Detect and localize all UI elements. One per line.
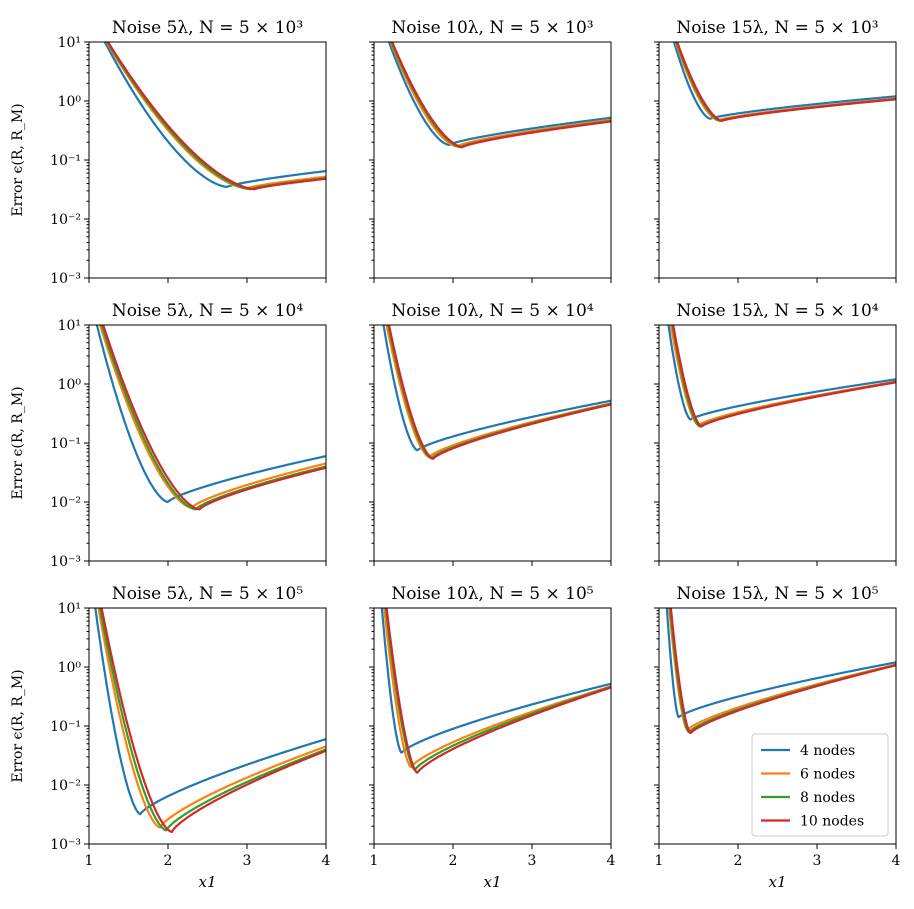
series-group [94,608,326,834]
x-tick-label: 2 [734,853,743,869]
axes-frame [373,41,612,279]
y-axis-label: Error ϵ(R, R_M) [10,103,26,216]
panel-title: Noise 15λ, N = 5 × 10³ [676,18,878,38]
y-tick-label: 10⁻¹ [50,153,81,169]
series-line-4-nodes [95,325,326,504]
series-line-8-nodes [98,608,326,832]
series-line-10-nodes [385,608,611,774]
axes-frame [658,41,897,279]
y-tick-label: 10⁰ [58,660,82,676]
y-tick-label: 10⁰ [58,94,82,110]
y-tick-label: 10¹ [58,35,81,51]
series-line-4-nodes [667,325,896,421]
series-line-4-nodes [665,608,896,719]
panel-title: Noise 10λ, N = 5 × 10³ [391,18,593,38]
panel-5: Noise 10λ, N = 5 × 10⁴ [369,301,612,566]
legend-entry: 6 nodes [800,767,855,783]
series-group [380,608,611,774]
panel-title: Noise 15λ, N = 5 × 10⁴ [676,301,878,321]
panel-7: Noise 5λ, N = 5 × 10⁵ 10⁻³ 10⁻² 10⁻¹ 10⁰ 10¹ 1… [10,584,331,891]
series-group [667,325,896,428]
series-line-4-nodes [672,42,896,120]
panel-title: Noise 10λ, N = 5 × 10⁴ [391,301,593,321]
series-group [665,608,896,735]
y-tick-label: 10¹ [58,318,81,334]
series-line-6-nodes [98,325,326,509]
x-tick-label: 4 [892,853,901,869]
legend-entry: 8 nodes [800,790,855,806]
panel-3: Noise 15λ, N = 5 × 10³ [654,18,897,283]
y-tick-label: 10⁻³ [50,837,81,853]
panel-2: Noise 10λ, N = 5 × 10³ [369,18,612,283]
x-tick-label: 2 [449,853,458,869]
panel-1: Noise 5λ, N = 5 × 10³ 10⁻³ 10⁻² 10⁻¹ 10⁰ 10¹ E… [10,18,327,287]
panel-title: Noise 5λ, N = 5 × 10³ [112,18,303,38]
axes-frame [88,324,327,562]
panel-title: Noise 15λ, N = 5 × 10⁵ [676,584,878,604]
y-tick-label: 10⁻¹ [50,719,81,735]
panel-title: Noise 10λ, N = 5 × 10⁵ [391,584,593,604]
panel-9: Noise 15λ, N = 5 × 10⁵ 1 2 3 4 x1 4 nodes 6 nod… [654,584,901,891]
x-tick-label: 3 [813,853,822,869]
x-tick-label: 1 [370,853,379,869]
series-group [672,42,896,122]
x-tick-label: 2 [164,853,173,869]
panel-title: Noise 5λ, N = 5 × 10⁵ [112,584,304,604]
series-line-10-nodes [387,325,611,460]
series-line-10-nodes [390,42,611,149]
series-line-4-nodes [387,42,611,146]
y-tick-label: 10⁻² [50,212,81,228]
panel-6: Noise 15λ, N = 5 × 10⁴ [654,301,897,566]
y-axis-label: Error ϵ(R, R_M) [10,386,26,499]
series-group [95,325,326,511]
y-axis-label: Error ϵ(R, R_M) [10,669,26,782]
x-tick-label: 1 [85,853,94,869]
x-tick-label: 4 [607,853,616,869]
y-tick-label: 10⁻² [50,778,81,794]
series-group [382,325,611,460]
y-tick-label: 10⁰ [58,377,82,393]
y-tick-label: 10¹ [58,601,81,617]
series-line-4-nodes [94,608,326,816]
series-line-10-nodes [669,608,896,735]
series-line-6-nodes [105,42,326,190]
series-line-10-nodes [672,325,896,428]
x-tick-label: 3 [243,853,252,869]
x-tick-label: 3 [528,853,537,869]
y-tick-label: 10⁻² [50,495,81,511]
series-group [103,42,326,191]
panel-title: Noise 5λ, N = 5 × 10⁴ [112,301,304,321]
legend-entry: 4 nodes [800,743,855,759]
series-line-10-nodes [100,608,326,834]
series-line-8-nodes [100,325,326,511]
x-tick-label: 4 [322,853,331,869]
y-tick-label: 10⁻³ [50,554,81,570]
x-axis-label: x1 [483,873,501,891]
series-line-10-nodes [106,42,326,191]
series-line-10-nodes [102,325,326,511]
y-tick-label: 10⁻³ [50,271,81,287]
series-line-4-nodes [103,42,326,188]
panel-4: Noise 5λ, N = 5 × 10⁴ 10⁻³ 10⁻² 10⁻¹ 10⁰ 10¹ E… [10,301,327,570]
x-axis-label: x1 [198,873,216,891]
series-group [387,42,611,149]
x-tick-label: 1 [655,853,664,869]
panel-8: Noise 10λ, N = 5 × 10⁵ 1 2 3 4 x1 [369,584,616,891]
series-line-6-nodes [97,608,326,829]
y-tick-label: 10⁻¹ [50,436,81,452]
series-line-6-nodes [389,42,611,148]
x-axis-label: x1 [768,873,786,891]
series-line-8-nodes [390,42,611,149]
legend-entry: 10 nodes [800,814,864,830]
legend-frame [751,733,889,837]
series-line-4-nodes [382,325,611,452]
axes-frame [658,324,897,562]
axes-frame [373,324,612,562]
series-line-8-nodes [105,42,326,191]
series-line-4-nodes [380,608,611,754]
series-line-10-nodes [675,42,896,122]
legend: 4 nodes 6 nodes 8 nodes 10 nodes [751,733,889,837]
